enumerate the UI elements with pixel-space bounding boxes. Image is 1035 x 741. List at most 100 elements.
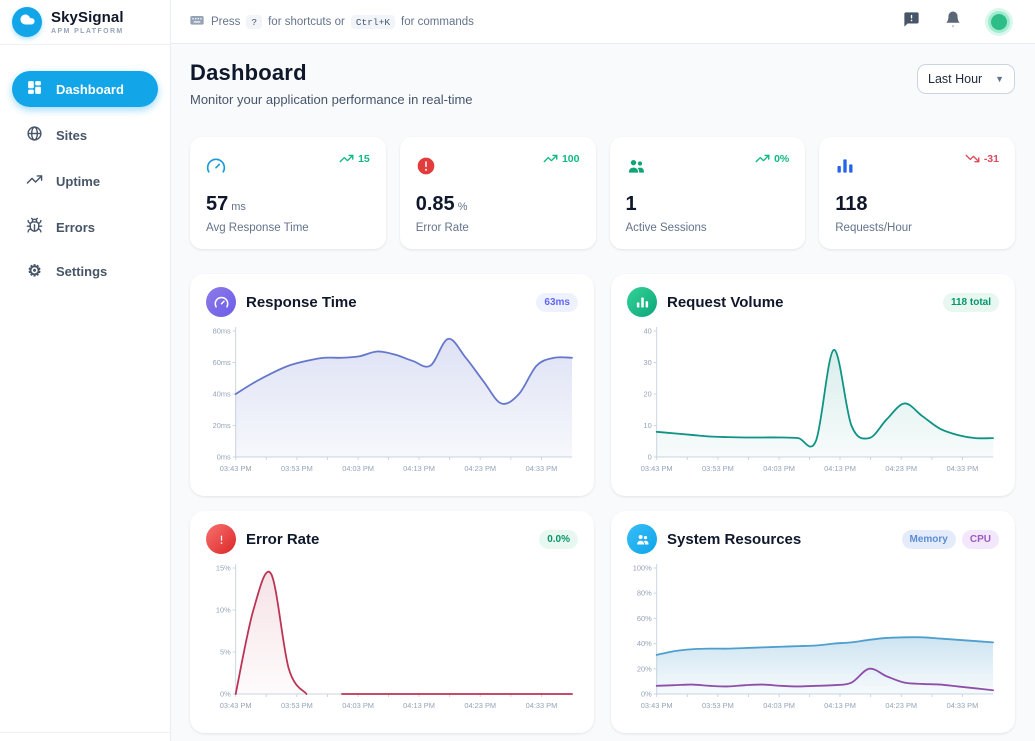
chart-badges: 0.0% [539, 529, 578, 549]
system-resources-chart: 0% 20% 40% 60% 80% 100% 03:43 PM 03:53 PM 04:03 … [633, 563, 994, 710]
svg-text:04:33 PM: 04:33 PM [526, 701, 558, 710]
chart-badges: 118 total [942, 292, 999, 312]
notifications-button[interactable] [943, 10, 963, 33]
chart-card-response-time: Response Time 63ms 0ms 20ms 40ms 60ms 80ms 03… [190, 274, 594, 496]
svg-text:03:53 PM: 03:53 PM [702, 464, 734, 473]
press-label: Press [211, 15, 241, 28]
svg-text:100%: 100% [633, 563, 652, 572]
chart-title: Request Volume [667, 293, 784, 311]
svg-text:04:33 PM: 04:33 PM [947, 464, 979, 473]
trending-up-icon [755, 154, 770, 163]
trending-down-icon [965, 154, 980, 163]
sidebar-nav: Dashboard Sites Uptime Errors ⚙ Settings [0, 45, 170, 288]
svg-text:03:43 PM: 03:43 PM [220, 701, 252, 710]
stat-label: Error Rate [415, 222, 469, 234]
svg-text:04:23 PM: 04:23 PM [885, 464, 917, 473]
alert-icon [206, 524, 236, 554]
svg-text:30: 30 [643, 358, 651, 367]
svg-text:15%: 15% [216, 563, 231, 572]
svg-text:03:53 PM: 03:53 PM [702, 701, 734, 710]
chart-badge: 63ms [536, 292, 578, 312]
shortcut-key: ? [246, 14, 263, 29]
stat-card-active-sessions: 0% 1 Active Sessions [609, 137, 806, 249]
chart-title: System Resources [667, 530, 802, 548]
stat-label: Avg Response Time [206, 222, 309, 234]
sidebar-item-sites[interactable]: Sites [12, 117, 158, 153]
command-key: Ctrl+K [350, 14, 396, 29]
chart-card-error-rate: Error Rate 0.0% 0% 5% 10% 15% 03:43 PM 03:53 … [190, 511, 594, 733]
chart-card-request-volume: Request Volume 118 total 0 10 20 30 40 03:43 … [611, 274, 1015, 496]
chart-badge: 118 total [942, 292, 999, 312]
stat-card-response-time: 15 57 ms Avg Response Time [190, 137, 386, 249]
app-logo: SkySignal APM PLATFORM [0, 0, 170, 45]
svg-text:04:03 PM: 04:03 PM [342, 701, 374, 710]
svg-text:04:23 PM: 04:23 PM [885, 701, 917, 710]
stat-value: 1 [625, 193, 637, 215]
svg-text:60ms: 60ms [213, 358, 231, 367]
sidebar-item-uptime[interactable]: Uptime [12, 163, 158, 199]
app-name: SkySignal [51, 9, 124, 26]
trend-badge: 100 [543, 151, 580, 166]
svg-text:10: 10 [643, 421, 651, 430]
sidebar-footer [0, 732, 170, 741]
stats-row: 15 57 ms Avg Response Time 100 0.85% Erro… [190, 137, 1015, 249]
svg-text:20ms: 20ms [213, 421, 231, 430]
chart-title: Error Rate [246, 530, 320, 548]
logo-circle [12, 7, 42, 37]
gear-icon: ⚙ [27, 263, 42, 280]
message-square-icon [902, 10, 921, 34]
sidebar-item-settings[interactable]: ⚙ Settings [12, 255, 158, 288]
svg-text:03:43 PM: 03:43 PM [641, 701, 673, 710]
sidebar-item-label: Dashboard [56, 81, 124, 97]
svg-text:0%: 0% [641, 689, 652, 698]
app-tagline: APM PLATFORM [51, 28, 124, 35]
status-dot [991, 13, 1007, 30]
shortcuts-label: for shortcuts or [268, 15, 345, 28]
svg-text:04:03 PM: 04:03 PM [763, 464, 795, 473]
sidebar-item-errors[interactable]: Errors [12, 209, 158, 245]
stat-label: Active Sessions [625, 222, 707, 234]
error-rate-chart: 0% 5% 10% 15% 03:43 PM 03:53 PM 04:03 PM 04:13 … [216, 563, 573, 710]
svg-text:04:13 PM: 04:13 PM [403, 701, 435, 710]
gauge-icon [206, 287, 236, 317]
svg-text:0: 0 [648, 452, 652, 461]
svg-text:04:13 PM: 04:13 PM [824, 701, 856, 710]
stat-value: 57 ms [206, 193, 246, 215]
svg-text:04:03 PM: 04:03 PM [342, 464, 374, 473]
trend-badge: 0% [755, 151, 789, 166]
bars-icon [627, 287, 657, 317]
svg-text:60%: 60% [637, 614, 652, 623]
gauge-icon [206, 158, 226, 173]
trending-up-icon [26, 171, 43, 191]
feedback-button[interactable] [901, 10, 921, 34]
svg-text:0%: 0% [220, 689, 231, 698]
time-range-value: Last Hour [928, 72, 983, 86]
dashboard-icon [26, 79, 43, 99]
svg-text:03:53 PM: 03:53 PM [281, 464, 313, 473]
svg-text:5%: 5% [220, 647, 231, 656]
sidebar-item-dashboard[interactable]: Dashboard [12, 71, 158, 107]
bell-icon [944, 10, 962, 33]
charts-grid: Response Time 63ms 0ms 20ms 40ms 60ms 80ms 03… [190, 274, 1015, 733]
svg-text:03:43 PM: 03:43 PM [220, 464, 252, 473]
page-subtitle: Monitor your application performance in … [190, 92, 473, 107]
time-range-select[interactable]: Last Hour ▼ [917, 64, 1015, 94]
shortcut-hint: Press ? for shortcuts or Ctrl+K for comm… [189, 12, 474, 31]
chart-title: Response Time [246, 293, 357, 311]
svg-text:04:03 PM: 04:03 PM [763, 701, 795, 710]
users-icon [627, 524, 657, 554]
cloud-icon [19, 11, 36, 33]
sidebar-item-label: Errors [56, 219, 96, 235]
chart-badge: 0.0% [539, 529, 578, 549]
avatar[interactable] [985, 7, 1013, 36]
trending-up-icon [543, 154, 558, 163]
commands-label: for commands [401, 15, 474, 28]
keyboard-icon [189, 12, 205, 31]
svg-text:04:13 PM: 04:13 PM [824, 464, 856, 473]
svg-text:10%: 10% [216, 605, 231, 614]
chart-card-system-resources: System Resources Memory CPU 0% 20% 40% 60% 80… [611, 511, 1015, 733]
svg-text:04:33 PM: 04:33 PM [947, 701, 979, 710]
trending-up-icon [339, 154, 354, 163]
bug-icon [26, 217, 43, 237]
sidebar: SkySignal APM PLATFORM Dashboard Sites U… [0, 0, 171, 741]
